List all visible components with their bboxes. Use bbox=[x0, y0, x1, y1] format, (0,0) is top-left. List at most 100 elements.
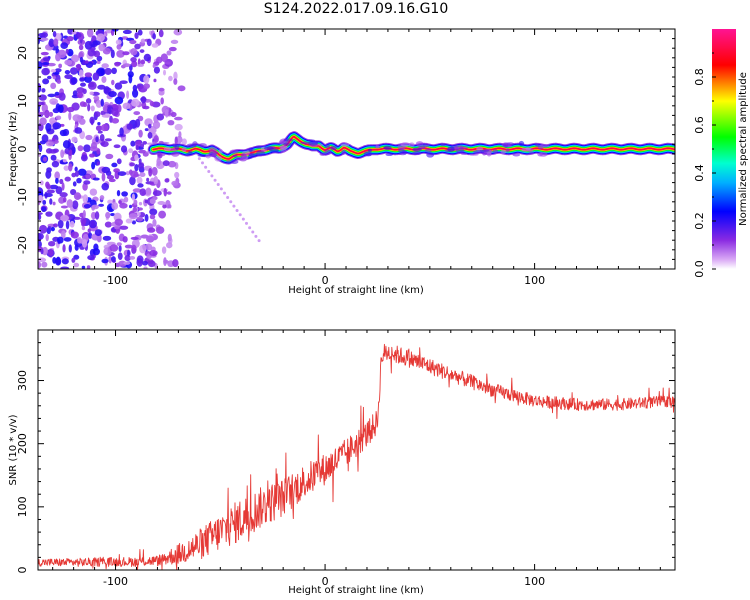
noise-blob bbox=[57, 104, 64, 113]
ridge-blob bbox=[412, 151, 422, 156]
ridge-blob bbox=[146, 142, 155, 145]
ridge-blob bbox=[479, 149, 490, 152]
noise-blob bbox=[40, 51, 49, 56]
noise-blob bbox=[38, 94, 47, 101]
noise-blob bbox=[200, 161, 204, 165]
noise-blob bbox=[126, 90, 130, 99]
ridge-blob bbox=[539, 152, 548, 157]
noise-blob bbox=[138, 129, 143, 138]
noise-blob bbox=[63, 165, 70, 171]
noise-blob bbox=[78, 118, 86, 125]
ridge-blob bbox=[172, 144, 177, 148]
noise-blob bbox=[166, 50, 172, 56]
noise-blob bbox=[167, 204, 172, 209]
noise-blob bbox=[46, 75, 52, 80]
noise-blob bbox=[161, 246, 167, 254]
ridge-blob bbox=[181, 146, 187, 153]
ridge-blob bbox=[341, 149, 346, 155]
noise-blob bbox=[76, 91, 84, 99]
noise-blob bbox=[158, 87, 165, 92]
noise-blob bbox=[96, 55, 103, 62]
ridge-blob bbox=[447, 146, 455, 152]
noise-blob bbox=[244, 221, 248, 225]
ridge-blob bbox=[300, 141, 310, 145]
ridge-blob bbox=[159, 141, 170, 145]
noise-blob bbox=[210, 174, 214, 178]
noise-blob bbox=[91, 161, 96, 170]
noise-blob bbox=[65, 220, 70, 230]
noise-blob bbox=[128, 74, 133, 84]
noise-blob bbox=[128, 204, 133, 209]
noise-blob bbox=[130, 140, 136, 147]
noise-blob bbox=[155, 226, 165, 234]
noise-blob bbox=[166, 191, 172, 195]
noise-blob bbox=[71, 150, 75, 155]
colorbar-tick-label: 0.0 bbox=[693, 260, 706, 278]
snr-x-tick-label: 100 bbox=[524, 575, 545, 588]
noise-blob bbox=[68, 163, 73, 172]
noise-blob bbox=[39, 224, 48, 234]
noise-blob bbox=[176, 135, 183, 144]
noise-blob bbox=[157, 200, 166, 205]
noise-blob bbox=[152, 190, 162, 197]
noise-blob bbox=[70, 77, 78, 85]
noise-blob bbox=[115, 39, 122, 45]
noise-blob bbox=[124, 255, 131, 262]
noise-blob bbox=[87, 81, 97, 90]
noise-blob bbox=[38, 111, 46, 116]
noise-blob bbox=[156, 113, 165, 121]
noise-blob bbox=[105, 211, 111, 219]
noise-blob bbox=[131, 60, 138, 68]
noise-blob bbox=[90, 211, 97, 220]
noise-blob bbox=[101, 172, 106, 182]
ridge-blob bbox=[157, 153, 166, 157]
noise-blob bbox=[51, 137, 56, 142]
noise-blob bbox=[41, 88, 46, 93]
noise-blob bbox=[151, 43, 159, 48]
noise-blob bbox=[226, 195, 230, 199]
noise-blob bbox=[133, 111, 141, 116]
noise-blob bbox=[60, 42, 69, 49]
noise-blob bbox=[55, 115, 62, 121]
noise-blob bbox=[40, 248, 44, 255]
noise-blob bbox=[61, 182, 65, 191]
ridge-blob bbox=[240, 153, 247, 160]
noise-blob bbox=[134, 164, 139, 172]
noise-blob bbox=[158, 29, 164, 38]
noise-blob bbox=[123, 196, 129, 203]
noise-blob bbox=[40, 37, 49, 41]
noise-blob bbox=[66, 36, 74, 42]
noise-blob bbox=[132, 84, 138, 92]
noise-blob bbox=[71, 136, 78, 143]
noise-blob bbox=[148, 167, 153, 177]
spectrogram-y-tick-label: 20 bbox=[16, 46, 29, 60]
noise-blob bbox=[81, 226, 86, 231]
spectrogram-y-tick-label: 0 bbox=[16, 146, 29, 153]
ridge-blob bbox=[163, 146, 172, 152]
noise-blob bbox=[91, 205, 96, 211]
ridge-blob bbox=[218, 148, 223, 154]
noise-blob bbox=[149, 250, 158, 257]
noise-blob bbox=[118, 245, 122, 252]
noise-blob bbox=[178, 131, 182, 138]
noise-blob bbox=[134, 32, 139, 40]
noise-blob bbox=[128, 148, 134, 154]
noise-blob bbox=[152, 64, 156, 68]
noise-blob bbox=[72, 114, 82, 122]
noise-blob bbox=[76, 87, 85, 94]
noise-blob bbox=[143, 266, 148, 269]
noise-blob bbox=[100, 124, 109, 132]
ridge-blob bbox=[225, 160, 232, 163]
noise-blob bbox=[168, 46, 177, 52]
noise-blob bbox=[93, 243, 99, 251]
noise-blob bbox=[122, 63, 131, 68]
noise-blob bbox=[149, 208, 158, 216]
noise-blob bbox=[125, 218, 133, 224]
ridge-blob bbox=[385, 153, 394, 157]
noise-blob bbox=[172, 259, 179, 268]
noise-blob bbox=[66, 106, 75, 113]
noise-blob bbox=[119, 80, 128, 84]
noise-blob bbox=[167, 233, 172, 242]
noise-blob bbox=[107, 199, 113, 205]
